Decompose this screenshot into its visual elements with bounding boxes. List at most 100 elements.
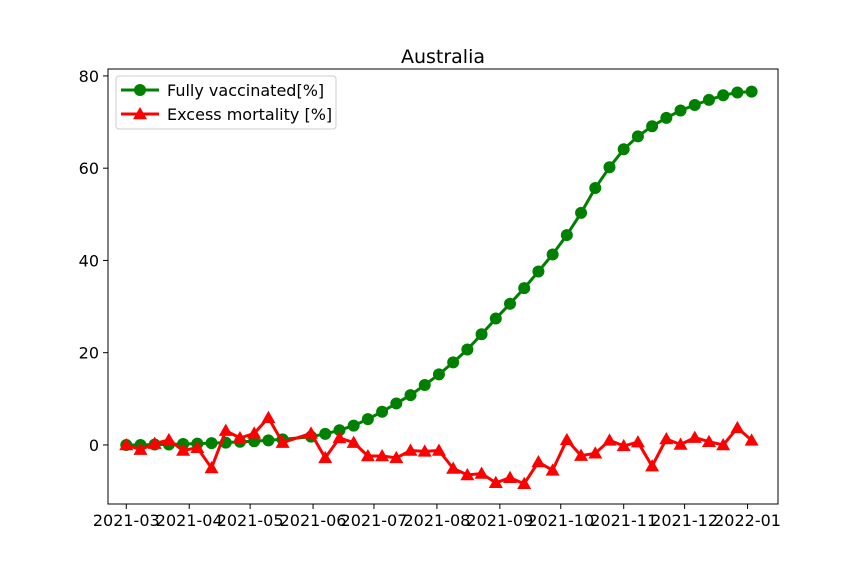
data-point <box>545 463 560 476</box>
data-point <box>390 397 403 410</box>
data-point <box>319 427 332 440</box>
x-tick-label: 2022-01 <box>714 511 781 530</box>
data-point <box>446 461 461 474</box>
data-point <box>232 431 247 444</box>
data-point <box>404 389 417 402</box>
data-point <box>646 120 659 133</box>
series-layer <box>119 85 759 489</box>
data-point <box>447 356 460 369</box>
legend: Fully vaccinated[%] Excess mortality [%] <box>115 75 337 130</box>
data-point <box>503 470 517 483</box>
x-tick-label: 2021-06 <box>280 511 347 530</box>
x-tick-label: 2021-03 <box>93 511 160 530</box>
data-point <box>418 378 431 391</box>
data-point <box>460 467 475 481</box>
data-point <box>417 444 432 457</box>
data-point <box>389 450 404 464</box>
data-point <box>702 93 715 106</box>
chart-title: Australia <box>401 46 485 68</box>
x-tick-label: 2021-07 <box>341 511 408 530</box>
data-point <box>247 426 262 439</box>
data-point <box>119 437 134 451</box>
data-point <box>475 328 488 341</box>
data-point <box>745 85 758 98</box>
data-point <box>403 443 418 456</box>
data-point <box>687 430 702 443</box>
data-point <box>674 104 687 117</box>
data-point <box>517 476 532 489</box>
data-point <box>133 442 148 455</box>
data-point <box>488 475 503 489</box>
x-tick-label: 2021-08 <box>403 511 470 530</box>
data-point <box>347 419 360 432</box>
data-point <box>574 448 589 461</box>
data-point <box>432 368 445 381</box>
y-tick-label: 0 <box>89 436 99 455</box>
legend-label: Excess mortality [%] <box>167 105 332 124</box>
data-point <box>489 312 502 325</box>
legend-label: Fully vaccinated[%] <box>167 81 324 100</box>
data-point <box>673 437 688 450</box>
legend-circle-icon <box>134 84 146 96</box>
data-point <box>205 437 218 450</box>
x-tick-label: 2021-09 <box>466 511 533 530</box>
plot-frame <box>107 68 779 505</box>
data-point <box>431 443 446 456</box>
data-point <box>161 432 176 446</box>
data-point <box>532 265 545 278</box>
x-tick-label: 2021-10 <box>527 511 594 530</box>
data-point <box>701 434 716 447</box>
y-tick-label: 60 <box>79 159 99 178</box>
data-point <box>588 446 603 459</box>
data-point <box>716 437 731 451</box>
data-point <box>461 343 474 356</box>
data-point <box>332 431 347 444</box>
y-tick-label: 80 <box>79 67 99 86</box>
data-point <box>602 433 617 446</box>
data-point <box>176 443 191 456</box>
data-point <box>560 229 573 242</box>
y-tick-label: 20 <box>79 344 99 363</box>
data-point <box>333 424 346 437</box>
series-1 <box>119 410 759 489</box>
data-point <box>631 130 644 143</box>
data-point <box>474 466 489 479</box>
data-point <box>360 449 375 462</box>
data-point <box>275 435 290 448</box>
x-tick-label: 2021-05 <box>217 511 284 530</box>
data-point <box>731 86 744 99</box>
data-point <box>190 440 205 453</box>
data-point <box>730 420 745 434</box>
axes: 2021-032021-042021-052021-062021-072021-… <box>79 67 781 530</box>
data-point <box>717 89 730 102</box>
data-point <box>218 423 233 436</box>
data-point <box>659 431 674 445</box>
data-point <box>504 297 516 310</box>
data-point <box>617 143 630 156</box>
data-point <box>630 435 645 448</box>
data-point <box>616 438 631 452</box>
data-point <box>603 161 616 174</box>
data-point <box>318 450 333 464</box>
data-point <box>376 405 389 418</box>
data-point <box>261 410 276 423</box>
data-point <box>531 455 546 468</box>
data-point <box>346 435 361 448</box>
data-point <box>262 434 275 447</box>
data-point <box>361 413 374 426</box>
legend-box <box>115 75 337 130</box>
data-point <box>204 461 219 474</box>
data-point <box>660 111 673 124</box>
data-point <box>645 459 660 472</box>
data-point <box>589 182 602 195</box>
data-point <box>744 433 759 446</box>
data-point <box>304 426 319 439</box>
data-point <box>575 206 588 219</box>
data-point <box>546 248 559 261</box>
x-tick-label: 2021-11 <box>590 511 657 530</box>
x-tick-label: 2021-04 <box>156 511 223 530</box>
x-tick-label: 2021-12 <box>651 511 718 530</box>
data-point <box>559 432 574 446</box>
data-point <box>147 436 162 449</box>
